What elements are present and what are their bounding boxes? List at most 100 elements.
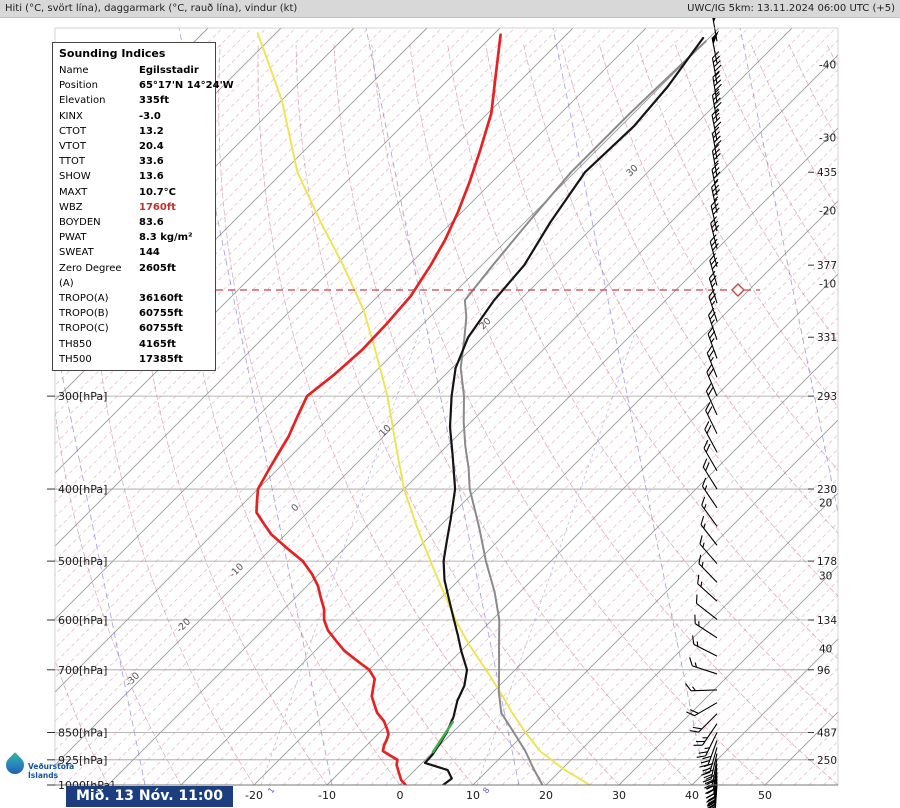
index-label: Name [59,65,89,76]
index-value: 33.6 [139,156,164,168]
index-value: 335ft [139,95,170,107]
index-row: Elevation 335ft [53,93,215,108]
index-row: KINX -3.0 [53,109,215,124]
svg-text:30: 30 [624,163,640,179]
svg-text:293: 293 [817,391,837,403]
plot-area [55,28,838,785]
index-row: TROPO(A) 36160ft [53,291,215,306]
index-value: 4165ft [139,338,176,350]
index-label: BOYDEN [59,217,101,229]
svg-text:96: 96 [817,665,831,677]
index-label: PWAT [59,232,87,244]
index-label: TH850 [59,338,92,350]
yellow-reference-curve [256,32,591,785]
index-row: MAXT 10.7°C [53,185,215,200]
index-row: CTOT 13.2 [53,124,215,139]
svg-text:-10: -10 [318,789,336,802]
svg-text:-20: -20 [245,789,263,802]
index-value: -3.0 [139,110,161,122]
svg-text:925[hPa]: 925[hPa] [58,754,107,767]
svg-text:30: 30 [819,571,832,583]
index-value: 10.7°C [139,186,177,198]
index-label: KINX [59,110,83,122]
index-value: 20.4 [139,141,164,153]
index-row: TROPO(B) 60755ft [53,306,215,321]
svg-text:-20: -20 [174,616,193,635]
svg-text:377: 377 [817,260,837,272]
svg-text:20: 20 [819,498,832,510]
svg-text:20: 20 [477,316,493,332]
axis-labels: 435 377 331 300[hPa] 293 400[hPa] 230 500[hPa] 1… [47,60,837,802]
index-row: BOYDEN 83.6 [53,215,215,230]
svg-text:-10: -10 [819,279,836,291]
index-label: CTOT [59,125,87,137]
svg-text:850[hPa]: 850[hPa] [58,727,107,740]
svg-text:40: 40 [685,789,699,802]
index-label: Zero Degree (A) [59,262,122,289]
svg-text:40: 40 [819,644,832,656]
svg-text:331: 331 [817,332,837,344]
svg-text:250: 250 [817,755,837,767]
svg-text:50: 50 [758,789,772,802]
datetime-bar: Mið. 13 Nóv. 11:00 [66,786,233,807]
index-value: 60755ft [139,323,183,335]
header-bar: Hiti (°C, svört lína), daggarmark (°C, r… [0,0,900,18]
vedurstofa-logo-text: Veðurstofa Íslands [28,762,75,780]
index-value: 65°17'N 14°24'W [139,80,234,92]
svg-text:-20: -20 [819,206,836,218]
index-label: SHOW [59,171,91,183]
logo-line1: Veðurstofa [28,762,75,771]
dry-adiabat-grid [55,44,838,785]
svg-text:487: 487 [817,728,837,740]
index-value: 8.3 kg/m² [139,232,193,244]
index-row: WBZ 1760ft [53,200,215,215]
indices-rows: Name Egilsstadir Position 65°17'N 14°24'W El… [53,63,234,367]
index-value: 2605ft [139,262,176,274]
svg-text:134: 134 [817,615,837,627]
svg-text:0: 0 [397,789,404,802]
index-label: TROPO(B) [59,308,109,320]
svg-text:230: 230 [817,484,837,496]
index-value: Egilsstadir [139,65,199,76]
svg-text:8: 8 [481,786,491,795]
vedurstofa-logo: Veðurstofa Íslands [2,752,75,780]
index-row: TH850 4165ft [53,337,215,352]
index-row: Zero Degree (A) 2605ft [53,261,215,291]
index-row: TTOT 33.6 [53,154,215,169]
isotherm-grid [55,28,838,785]
index-label: MAXT [59,186,88,198]
svg-text:10: 10 [466,789,480,802]
index-label: TTOT [59,156,86,168]
index-row: SWEAT 144 [53,245,215,260]
svg-text:30: 30 [612,789,626,802]
index-row: Name Egilsstadir [53,63,215,78]
index-value: 13.2 [139,125,164,137]
index-label: TROPO(A) [59,293,109,305]
svg-text:0: 0 [289,502,301,514]
index-label: VTOT [59,141,86,153]
tropopause-marker [731,283,745,297]
svg-text:1: 1 [266,786,276,795]
index-label: Position [59,80,98,92]
minor-isotherm-grid [55,28,838,785]
svg-text:300[hPa]: 300[hPa] [58,390,107,403]
header-right-label: UWC/IG 5km: 13.11.2024 06:00 UTC (+5) [687,3,895,14]
index-row: TROPO(C) 60755ft [53,321,215,336]
index-label: Elevation [59,95,106,107]
svg-text:400[hPa]: 400[hPa] [58,483,107,496]
pressure-gridlines [55,395,810,785]
dewpoint-curve [255,33,502,785]
svg-text:178: 178 [817,556,837,568]
index-value: 1760ft [139,201,176,213]
index-row: VTOT 20.4 [53,139,215,154]
index-value: 83.6 [139,217,164,229]
svg-text:435: 435 [817,167,837,179]
indices-title: Sounding Indices [59,47,166,60]
index-row: SHOW 13.6 [53,169,215,184]
logo-line2: Íslands [28,770,59,780]
index-value: 17385ft [139,353,183,365]
svg-text:500[hPa]: 500[hPa] [58,555,107,568]
svg-text:700[hPa]: 700[hPa] [58,664,107,677]
vedurstofa-logo-icon [2,752,28,778]
